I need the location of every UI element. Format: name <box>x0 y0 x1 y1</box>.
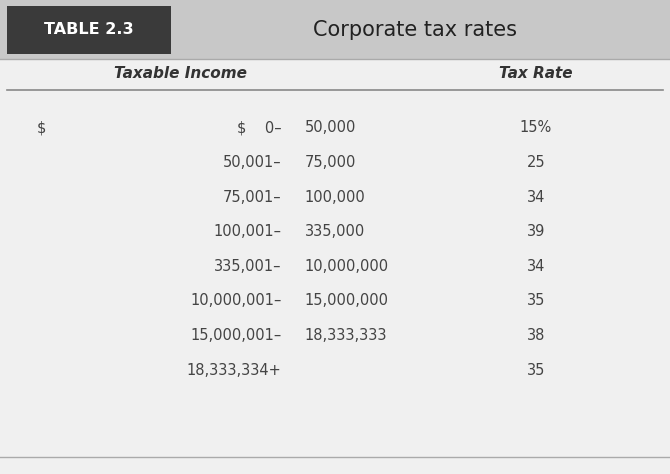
Text: 34: 34 <box>527 190 545 205</box>
Text: 15%: 15% <box>520 120 552 136</box>
FancyBboxPatch shape <box>0 0 670 59</box>
Text: 335,001–: 335,001– <box>214 259 281 274</box>
Text: 50,000: 50,000 <box>305 120 356 136</box>
Text: 10,000,001–: 10,000,001– <box>190 293 281 309</box>
Text: 25: 25 <box>527 155 545 170</box>
Text: 34: 34 <box>527 259 545 274</box>
Text: 100,000: 100,000 <box>305 190 366 205</box>
Text: 75,001–: 75,001– <box>222 190 281 205</box>
Text: Corporate tax rates: Corporate tax rates <box>314 19 517 40</box>
Text: 39: 39 <box>527 224 545 239</box>
Text: $: $ <box>37 120 46 136</box>
Text: TABLE 2.3: TABLE 2.3 <box>44 22 133 37</box>
Text: $    0–: $ 0– <box>237 120 281 136</box>
Text: 15,000,000: 15,000,000 <box>305 293 389 309</box>
Text: 100,001–: 100,001– <box>214 224 281 239</box>
Text: 75,000: 75,000 <box>305 155 356 170</box>
Text: 35: 35 <box>527 363 545 378</box>
Text: 35: 35 <box>527 293 545 309</box>
Text: 10,000,000: 10,000,000 <box>305 259 389 274</box>
Text: 38: 38 <box>527 328 545 343</box>
Text: Tax Rate: Tax Rate <box>499 66 573 81</box>
Text: 18,333,333: 18,333,333 <box>305 328 387 343</box>
Text: 335,000: 335,000 <box>305 224 365 239</box>
Text: 18,333,334+: 18,333,334+ <box>187 363 281 378</box>
Text: 50,001–: 50,001– <box>222 155 281 170</box>
FancyBboxPatch shape <box>7 6 171 54</box>
Text: Taxable Income: Taxable Income <box>115 66 247 81</box>
Text: 15,000,001–: 15,000,001– <box>190 328 281 343</box>
